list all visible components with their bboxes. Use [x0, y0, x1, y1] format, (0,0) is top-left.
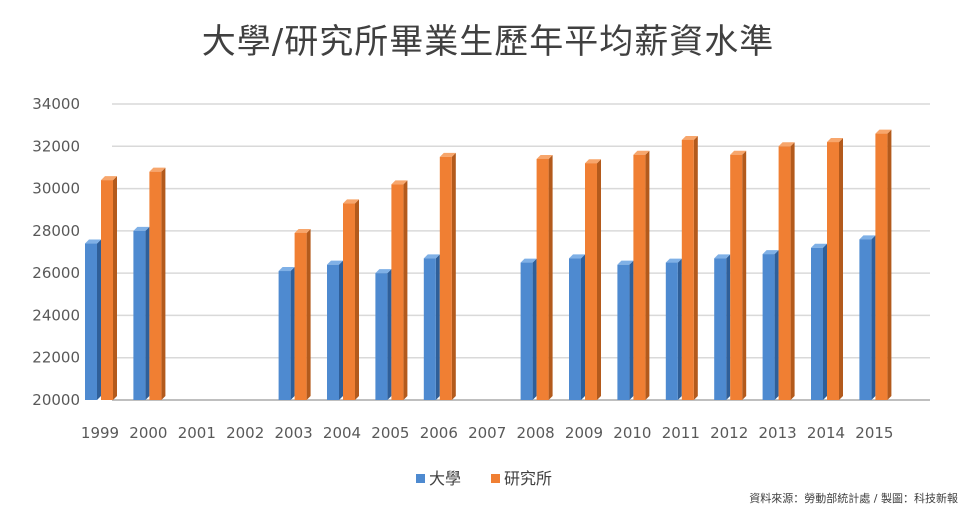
bar-university-2000 — [133, 226, 150, 400]
y-tick-label: 32000 — [32, 137, 80, 155]
y-tick-label: 30000 — [32, 180, 80, 198]
x-tick-label: 2006 — [420, 424, 458, 442]
x-tick-label: 2002 — [226, 424, 264, 442]
bar-university-2015 — [859, 235, 876, 400]
x-tick-label: 2007 — [468, 424, 506, 442]
y-axis-ticks: 20000 22000 24000 26000 28000 30000 32000 34000 — [32, 95, 80, 409]
bar-graduate-1999 — [101, 176, 117, 400]
legend-swatch — [491, 474, 500, 483]
x-tick-label: 2014 — [807, 424, 845, 442]
legend-swatch — [416, 474, 425, 483]
bar-university-2013 — [762, 250, 779, 400]
bar-graduate-2014 — [827, 138, 843, 401]
y-tick-label: 28000 — [32, 222, 80, 240]
bar-graduate-2013 — [778, 142, 795, 401]
x-tick-label: 2003 — [275, 424, 313, 442]
bar-university-2009 — [569, 254, 585, 400]
x-tick-label: 2009 — [565, 424, 603, 442]
y-tick-label: 26000 — [32, 264, 80, 282]
x-tick-label: 2005 — [371, 424, 409, 442]
bar-graduate-2010 — [633, 150, 650, 400]
y-tick-label: 20000 — [32, 391, 80, 409]
y-tick-label: 34000 — [32, 95, 80, 113]
y-tick-label: 22000 — [32, 349, 80, 367]
legend-label: 大學 — [429, 469, 461, 488]
x-tick-label: 1999 — [81, 424, 119, 442]
bar-university-2006 — [423, 254, 440, 400]
x-tick-label: 2000 — [129, 424, 167, 442]
chart-title: 大學/研究所畢業生歷年平均薪資水準 — [201, 22, 775, 62]
bar-graduate-2000 — [149, 167, 166, 400]
x-tick-label: 2001 — [178, 424, 216, 442]
bar-graduate-2008 — [536, 154, 553, 400]
bar-graduate-2006 — [439, 152, 456, 400]
x-tick-label: 2013 — [759, 424, 797, 442]
source-note: 資料來源：勞動部統計處 / 製圖：科技新報 — [749, 492, 958, 505]
bar-graduate-2004 — [343, 199, 359, 400]
bar-university-2003 — [278, 267, 295, 400]
bars — [85, 129, 892, 401]
bar-university-2005 — [375, 269, 392, 400]
bar-university-2004 — [327, 260, 343, 400]
bar-university-2008 — [520, 258, 537, 400]
bar-university-2014 — [811, 243, 827, 400]
x-axis-ticks: 1999 2000 2001 2002 2003 2004 2005 2006 2007 2008… — [81, 424, 894, 442]
x-tick-label: 2008 — [517, 424, 555, 442]
bar-university-2010 — [617, 260, 634, 400]
bar-graduate-2011 — [681, 135, 698, 400]
y-tick-label: 24000 — [32, 306, 80, 324]
legend: 大學 研究所 — [416, 469, 552, 488]
x-tick-label: 2010 — [613, 424, 651, 442]
bar-university-2012 — [714, 254, 731, 400]
bar-graduate-2005 — [391, 180, 408, 400]
bar-graduate-2009 — [585, 159, 601, 400]
x-tick-label: 2011 — [662, 424, 700, 442]
x-tick-label: 2004 — [323, 424, 361, 442]
bar-graduate-2015 — [875, 129, 892, 400]
x-tick-label: 2015 — [855, 424, 893, 442]
bar-graduate-2012 — [730, 150, 747, 400]
bar-university-1999 — [85, 239, 101, 400]
bar-university-2011 — [665, 258, 682, 400]
legend-label: 研究所 — [504, 469, 552, 488]
x-tick-label: 2012 — [710, 424, 748, 442]
bar-graduate-2003 — [294, 228, 311, 400]
